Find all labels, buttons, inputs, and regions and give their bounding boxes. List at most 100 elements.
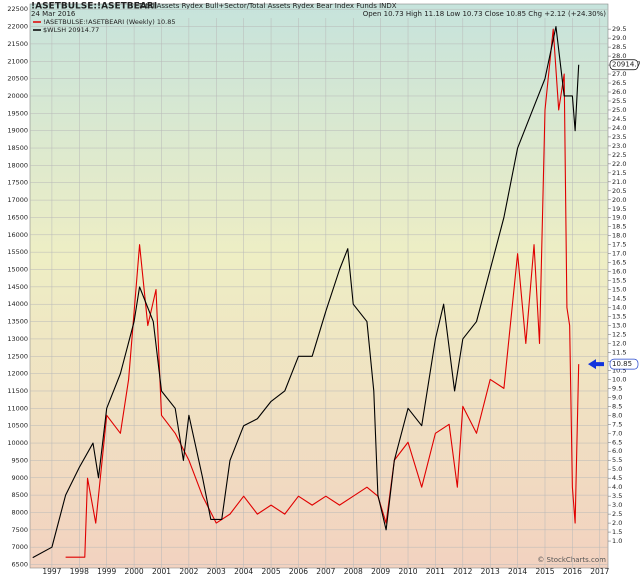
y-tick-label: 22000	[7, 23, 28, 31]
chart-subtitle: Total Assets Rydex Bull+Sector/Total Ass…	[137, 2, 397, 10]
y2-tick-label: 5.0	[612, 465, 622, 473]
y-tick-label: 7000	[11, 543, 28, 551]
y-tick-label: 20000	[7, 92, 28, 100]
y-tick-label: 9500	[11, 456, 28, 464]
x-tick-label: 2008	[344, 567, 363, 576]
y2-tick-label: 27.0	[612, 70, 626, 78]
y2-tick-label: 16.0	[612, 268, 626, 276]
line-series	[32, 26, 580, 559]
y-tick-label: 14000	[7, 300, 28, 308]
y-tick-label: 13500	[7, 318, 28, 326]
plot-area	[29, 3, 609, 569]
y-tick-label: 15000	[7, 266, 28, 274]
x-tick-label: 2001	[152, 567, 171, 576]
y2-tick-label: 12.0	[612, 339, 626, 347]
y2-tick-label: 14.5	[612, 295, 626, 303]
y2-tick-label: 10.5	[612, 366, 626, 374]
y2-tick-label: 29.0	[612, 34, 626, 42]
y-tick-label: 8500	[11, 491, 28, 499]
legend-label: $WLSH 20914.77	[43, 26, 99, 34]
credit: © StockCharts.com	[537, 556, 606, 564]
x-tick-label: 2011	[426, 567, 445, 576]
y2-tick-label: 1.0	[612, 537, 622, 545]
x-tick-label: 2016	[563, 567, 582, 576]
y2-tick-label: 19.5	[612, 205, 626, 213]
y-tick-label: 17500	[7, 179, 28, 187]
y2-tick-label: 17.5	[612, 241, 626, 249]
y2-tick-label: 15.5	[612, 277, 626, 285]
x-tick-label: 2006	[289, 567, 308, 576]
last-value-label: 20914.7	[612, 61, 640, 69]
y-tick-label: 10000	[7, 439, 28, 447]
y-tick-label: 16500	[7, 213, 28, 221]
y2-tick-label: 12.5	[612, 330, 626, 338]
y2-tick-label: 7.5	[612, 420, 622, 428]
y-tick-label: 15500	[7, 248, 28, 256]
y2-tick-label: 24.0	[612, 124, 626, 132]
y2-tick-label: 21.5	[612, 169, 626, 177]
y2-tick-label: 3.5	[612, 492, 622, 500]
x-tick-label: 2007	[316, 567, 335, 576]
y2-tick-label: 1.5	[612, 528, 622, 536]
y2-tick-label: 28.0	[612, 52, 626, 60]
x-tick-label: 2015	[535, 567, 554, 576]
y2-tick-label: 25.0	[612, 106, 626, 114]
y-tick-label: 6500	[11, 561, 28, 569]
y2-tick-label: 3.0	[612, 501, 622, 509]
y-tick-label: 22500	[7, 5, 28, 13]
y2-tick-label: 11.5	[612, 348, 626, 356]
y2-tick-label: 26.0	[612, 88, 626, 96]
y2-tick-label: 16.5	[612, 259, 626, 267]
y2-tick-label: 15.0	[612, 286, 626, 294]
y-tick-label: 12500	[7, 352, 28, 360]
y-tick-label: 21000	[7, 57, 28, 65]
y2-tick-label: 20.0	[612, 196, 626, 204]
y2-tick-label: 5.5	[612, 456, 622, 464]
y-tick-label: 19500	[7, 109, 28, 117]
y2-tick-label: 6.5	[612, 438, 622, 446]
arrow	[588, 359, 604, 370]
x-tick-label: 1997	[42, 567, 61, 576]
x-tick-label: 2005	[262, 567, 281, 576]
y-tick-label: 16000	[7, 231, 28, 239]
y2-tick-label: 18.0	[612, 232, 626, 240]
date: 24 Mar 2016	[31, 10, 76, 18]
y2-tick-label: 10.0	[612, 375, 626, 383]
x-tick-label: 2003	[207, 567, 226, 576]
y2-tick-label: 7.0	[612, 429, 622, 437]
y2-tick-label: 9.5	[612, 384, 622, 392]
last-value-tag	[609, 59, 639, 71]
y2-tick-label: 21.0	[612, 178, 626, 186]
y-tick-label: 10500	[7, 422, 28, 430]
y2-tick-label: 23.0	[612, 142, 626, 150]
y2-tick-label: 8.0	[612, 411, 622, 419]
y2-tick-label: 29.5	[612, 25, 626, 33]
y-tick-label: 20500	[7, 75, 28, 83]
y-tick-label: 21500	[7, 40, 28, 48]
y-tick-label: 11500	[7, 387, 28, 395]
y-tick-label: 7500	[11, 526, 28, 534]
y2-tick-label: 24.5	[612, 115, 626, 123]
x-tick-label: 2017	[590, 567, 609, 576]
x-tick-label: 1998	[70, 567, 89, 576]
y-tick-label: 11000	[7, 404, 28, 412]
y2-tick-label: 25.5	[612, 97, 626, 105]
legend-label: !ASETBULSE:!ASETBEARI (Weekly) 10.85	[43, 18, 176, 26]
y2-tick-label: 23.5	[612, 133, 626, 141]
y2-tick-label: 22.0	[612, 160, 626, 168]
y-tick-label: 18500	[7, 144, 28, 152]
x-tick-label: 2013	[481, 567, 500, 576]
y2-tick-label: 28.5	[612, 43, 626, 51]
y-tick-label: 14500	[7, 283, 28, 291]
y2-tick-label: 4.5	[612, 474, 622, 482]
x-tick-label: 2012	[453, 567, 472, 576]
y2-tick-label: 14.0	[612, 304, 626, 312]
y2-tick-label: 22.5	[612, 151, 626, 159]
y2-tick-label: 9.0	[612, 393, 622, 401]
y2-tick-label: 8.5	[612, 402, 622, 410]
y2-tick-label: 17.0	[612, 250, 626, 258]
x-tick-label: 1999	[97, 567, 116, 576]
y2-tick-label: 4.0	[612, 483, 622, 491]
y2-tick-label: 20.5	[612, 187, 626, 195]
